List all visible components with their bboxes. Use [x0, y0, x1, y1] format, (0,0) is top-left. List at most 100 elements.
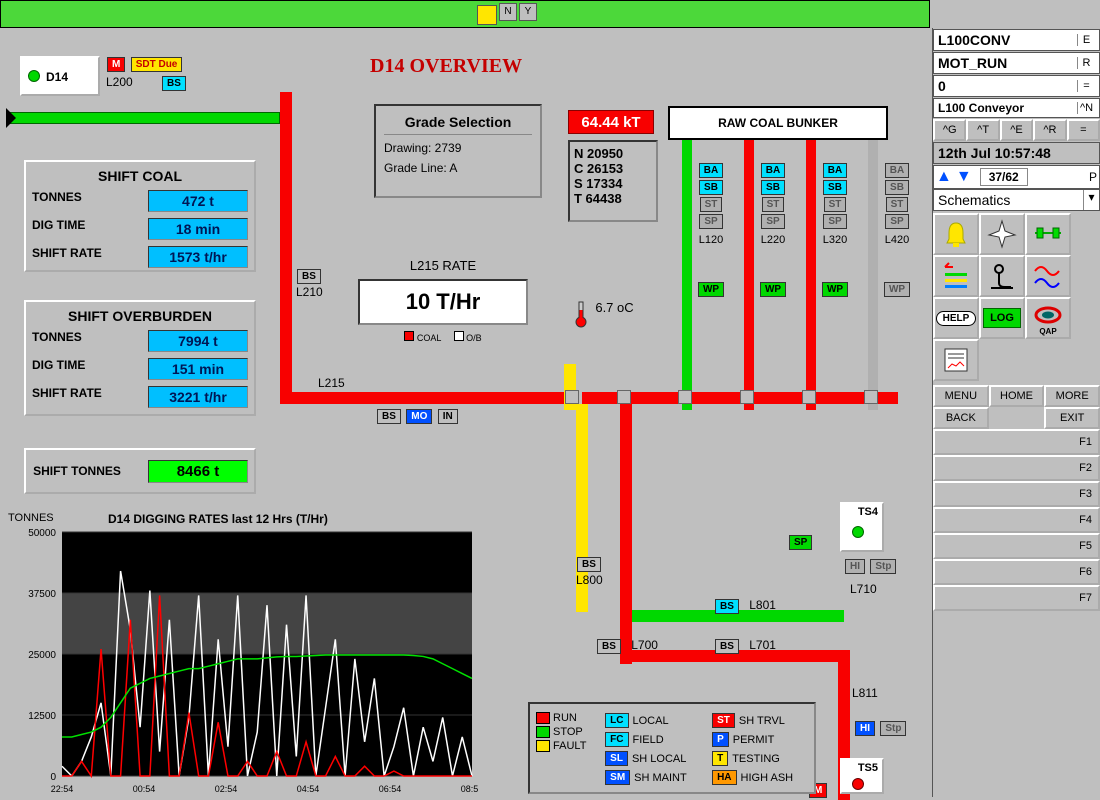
counter-p[interactable]: P	[1089, 170, 1097, 184]
ts5-box[interactable]: TS5	[840, 758, 884, 794]
sc-rate-label: SHIFT RATE	[32, 246, 102, 268]
col-label: L420	[882, 234, 912, 246]
sb-tag: SB	[885, 180, 909, 195]
nav-r[interactable]: ^R	[1033, 119, 1066, 141]
st-tag: ST	[886, 197, 909, 212]
l215-bs-tag: BS	[377, 409, 401, 424]
st-tag: ST	[712, 713, 735, 728]
d14-tags: M SDT Due L200 BS	[106, 56, 187, 92]
topbar-yellow-indicator	[477, 5, 497, 25]
connector-icon[interactable]	[1025, 213, 1071, 255]
side-r2[interactable]: MOT_RUNR	[933, 52, 1100, 74]
st-tag: ST	[700, 197, 723, 212]
stp-tag-ts4: Stp	[870, 559, 896, 574]
side-panel: L100CONVE MOT_RUNR 0= L100 Conveyor^N ^G…	[932, 28, 1100, 797]
legend-ob-swatch	[454, 331, 464, 341]
side-time: 12th Jul 10:57:48	[933, 142, 1100, 164]
fc-tag: FC	[605, 732, 628, 747]
sl-tag: SL	[605, 751, 628, 766]
fkey-f2[interactable]: F2	[933, 455, 1100, 481]
svg-text:04:54: 04:54	[297, 784, 320, 794]
side-r3[interactable]: 0=	[933, 75, 1100, 97]
microscope-icon[interactable]	[979, 255, 1025, 297]
legend-coal-label: COAL	[417, 333, 441, 343]
trend-icon[interactable]	[1025, 255, 1071, 297]
fkey-f4[interactable]: F4	[933, 507, 1100, 533]
fkey-f5[interactable]: F5	[933, 533, 1100, 559]
l801-label: L801	[749, 598, 776, 612]
airplane-icon[interactable]	[979, 213, 1025, 255]
pipe-l200	[10, 112, 280, 124]
fkey-f6[interactable]: F6	[933, 559, 1100, 585]
more-button[interactable]: MORE	[1044, 385, 1100, 407]
qap-icon[interactable]: QAP	[1025, 297, 1071, 339]
svg-text:25000: 25000	[28, 650, 56, 661]
junction	[740, 390, 754, 404]
temperature-value: 6.7 oC	[595, 300, 633, 315]
ts4-sp-tag: SP	[788, 534, 813, 551]
topbar-n-button[interactable]: N	[499, 3, 517, 21]
so-rate-label: SHIFT RATE	[32, 386, 102, 408]
sm-text: SH MAINT	[634, 772, 687, 784]
home-button[interactable]: HOME	[989, 385, 1045, 407]
ts4-label: TS4	[842, 504, 882, 520]
down-arrow-icon[interactable]: ▼	[956, 168, 972, 186]
pipe-l420	[868, 140, 878, 410]
nav-eq[interactable]: =	[1067, 119, 1100, 141]
svg-text:12500: 12500	[28, 711, 56, 722]
legend-run-label: RUN	[553, 712, 577, 724]
legend-fault-swatch	[536, 740, 550, 752]
thermometer-icon	[574, 300, 588, 328]
levels-icon[interactable]	[933, 255, 979, 297]
fkey-f7[interactable]: F7	[933, 585, 1100, 611]
pipe-l120	[682, 140, 692, 410]
alarm-bell-icon[interactable]	[933, 213, 979, 255]
report-icon[interactable]	[933, 339, 979, 381]
so-rate-value: 3221 t/hr	[148, 386, 248, 408]
side-dropdown[interactable]: Schematics ▾	[933, 189, 1100, 211]
topbar-y-button[interactable]: Y	[519, 3, 537, 21]
fkey-f1[interactable]: F1	[933, 429, 1100, 455]
menu-button[interactable]: MENU	[933, 385, 989, 407]
col-label: L220	[758, 234, 788, 246]
fkey-list: F1F2F3F4F5F6F7	[933, 429, 1100, 611]
junction	[864, 390, 878, 404]
so-tonnes-label: TONNES	[32, 330, 82, 352]
l811-label: L811	[852, 686, 878, 700]
ts4-box[interactable]: TS4	[840, 502, 884, 552]
nav-g[interactable]: ^G	[933, 119, 966, 141]
log-button[interactable]: LOG	[979, 297, 1025, 339]
up-arrow-icon[interactable]: ▲	[936, 168, 952, 186]
nav-t[interactable]: ^T	[966, 119, 999, 141]
lc-text: LOCAL	[633, 715, 669, 727]
sb-tag: SB	[761, 180, 785, 195]
help-button[interactable]: HELP	[933, 297, 979, 339]
ts5-label: TS5	[842, 760, 882, 776]
ba-tag: BA	[885, 163, 909, 178]
nsct-s: S 17334	[574, 176, 652, 191]
dragline-d14-box[interactable]: D14	[20, 56, 100, 96]
junction	[617, 390, 631, 404]
legend-stop-swatch	[536, 726, 550, 738]
back-button[interactable]: BACK	[933, 407, 989, 429]
legend-ob-label: O/B	[466, 333, 482, 343]
sb-tag: SB	[823, 180, 847, 195]
l210-area: BS L210	[296, 268, 323, 299]
grade-selection-panel: Grade Selection Drawing: 2739 Grade Line…	[374, 104, 542, 198]
col-label: L120	[696, 234, 726, 246]
l800-bs-tag: BS	[577, 557, 601, 572]
pipe-vert-red	[620, 404, 632, 664]
ba-tag: BA	[823, 163, 847, 178]
shift-coal-panel: SHIFT COAL TONNES 472 t DIG TIME 18 min …	[24, 160, 256, 272]
legend-stop-label: STOP	[553, 726, 583, 738]
side-nav-counter: ▲ ▼ 37/62 P	[933, 165, 1100, 189]
l215-rate-value: 10 T/Hr	[358, 279, 528, 325]
side-r4[interactable]: L100 Conveyor^N	[933, 98, 1100, 118]
fkey-f3[interactable]: F3	[933, 481, 1100, 507]
svg-text:06:54: 06:54	[379, 784, 402, 794]
t-text: TESTING	[732, 753, 780, 765]
legend-coal-swatch	[404, 331, 414, 341]
side-r1[interactable]: L100CONVE	[933, 29, 1100, 51]
nav-e[interactable]: ^E	[1000, 119, 1033, 141]
exit-button[interactable]: EXIT	[1044, 407, 1100, 429]
